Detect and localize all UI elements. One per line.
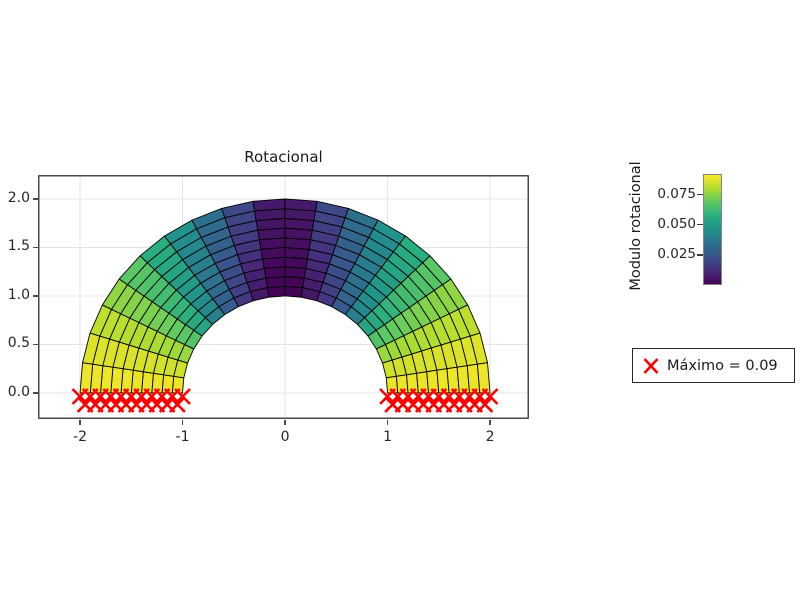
colorbar-tick-mark (697, 223, 703, 226)
legend-max-marker-icon (643, 357, 659, 374)
y-axis-tick-label: 1.0 (7, 286, 30, 303)
x-axis-tick-mark (386, 419, 389, 425)
colorbar-tick-label: 0.025 (657, 245, 696, 262)
x-axis-tick-mark (489, 419, 491, 425)
plot-title: Rotacional (244, 148, 323, 166)
x-axis-tick-label: 0 (280, 429, 290, 445)
y-axis-tick-label: 0.5 (7, 335, 30, 352)
y-axis-tick-mark (32, 295, 38, 297)
x-axis-tick-label: -2 (73, 429, 87, 445)
colorbar-tick-label: 0.050 (657, 215, 696, 232)
colorbar-tick-label: 0.075 (657, 185, 696, 202)
x-axis-tick-mark (284, 419, 286, 425)
x-axis-tick-label: 2 (485, 429, 495, 445)
y-axis-tick-label: 2.0 (7, 189, 30, 206)
y-axis-tick-mark (32, 392, 38, 394)
colorbar-gradient (704, 175, 721, 284)
y-axis-tick-label: 1.5 (7, 238, 30, 255)
legend-max-label: Máximo = 0.09 (667, 357, 778, 374)
legend: Máximo = 0.09 (632, 348, 795, 383)
colorbar (703, 174, 722, 285)
x-axis-tick-label: 1 (383, 429, 392, 445)
colorbar-tick-mark (697, 193, 703, 196)
y-axis-tick-mark (32, 198, 38, 200)
mesh-canvas (38, 175, 529, 419)
y-axis-tick-label: 0.0 (7, 383, 30, 400)
y-axis-tick-mark (32, 343, 38, 346)
x-axis-tick-mark (181, 419, 184, 425)
colorbar-label: Modulo rotacional (628, 161, 644, 291)
y-axis-tick-mark (32, 246, 38, 249)
colorbar-tick-mark (697, 254, 703, 256)
x-axis-tick-mark (79, 419, 81, 425)
plot-area (38, 175, 529, 419)
x-axis-tick-label: -1 (175, 429, 190, 445)
